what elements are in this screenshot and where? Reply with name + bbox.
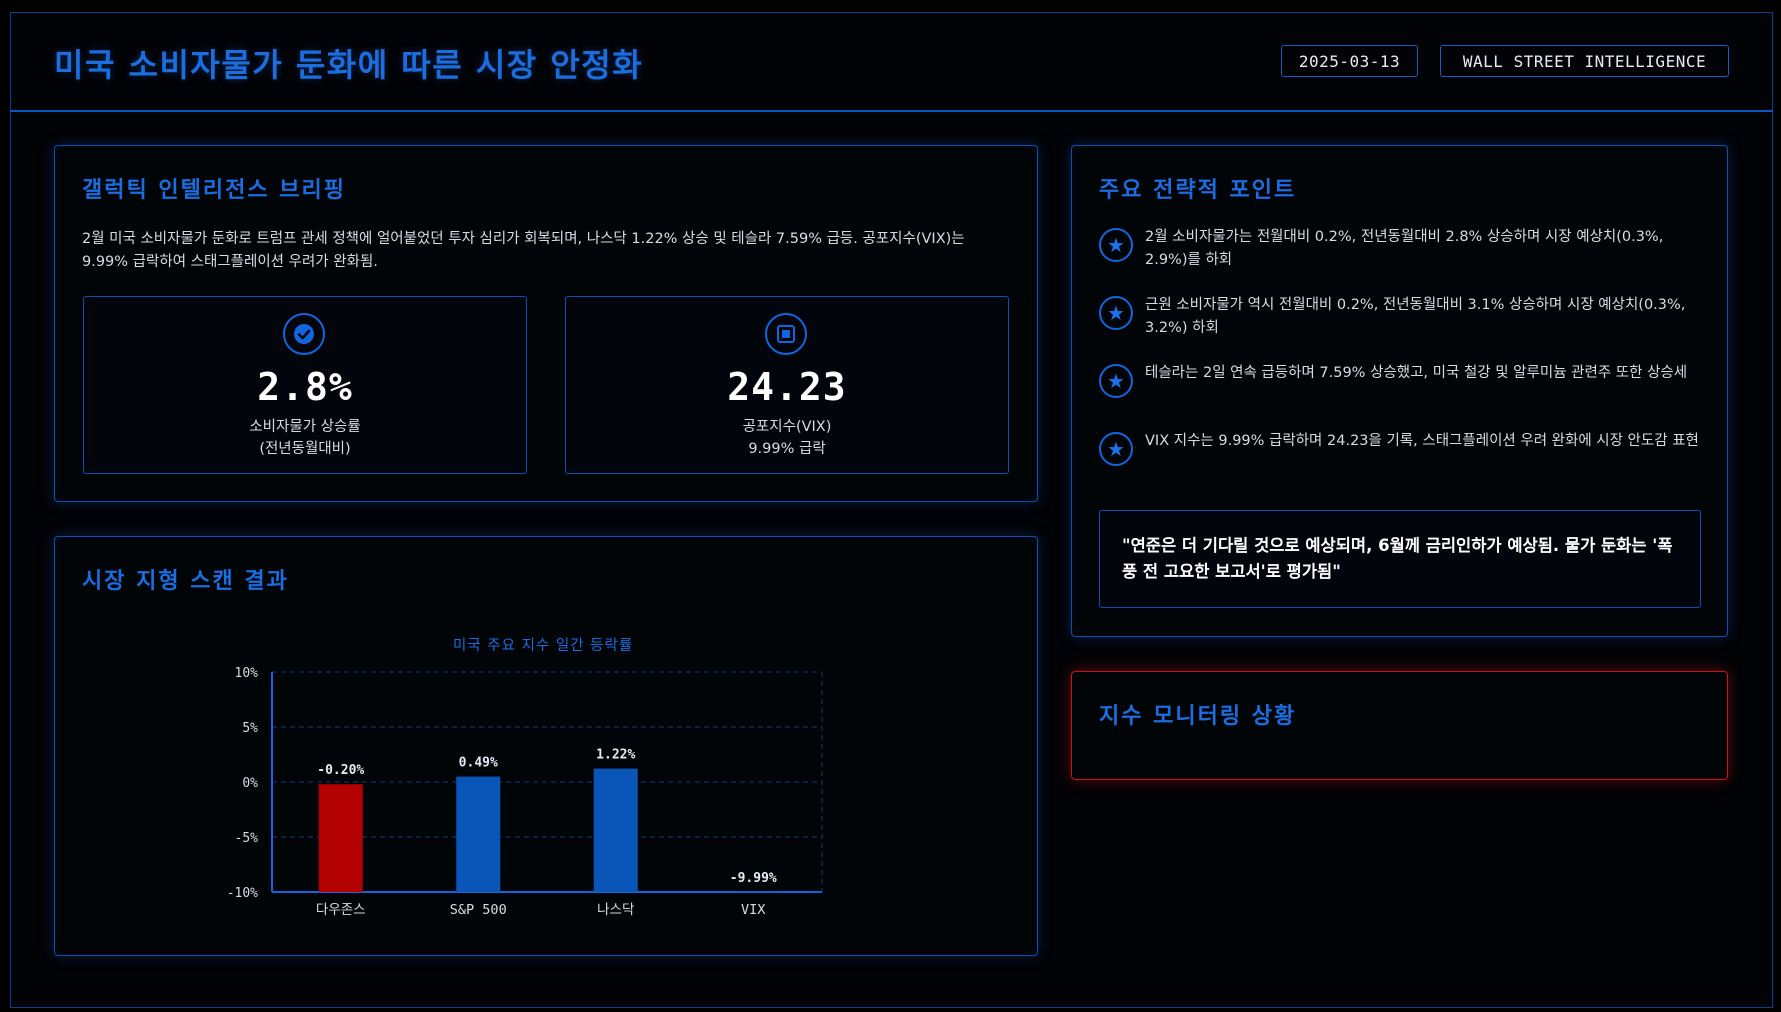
bar (318, 784, 363, 892)
data-label: -9.99% (730, 871, 777, 886)
x-tick-label: S&P 500 (450, 902, 507, 918)
bar (456, 776, 501, 892)
analyst-quote: "연준은 더 기다릴 것으로 예상되며, 6월께 금리인하가 예상됨. 물가 둔… (1099, 510, 1701, 608)
metric-sublabel: 9.99% 급락 (748, 441, 826, 457)
date-badge: 2025-03-13 (1281, 45, 1418, 77)
star-icon: ★ (1099, 228, 1133, 262)
star-icon: ★ (1099, 364, 1133, 398)
page-title: 미국 소비자물가 둔화에 따른 시장 안정화 (54, 46, 644, 84)
check-circle-icon (283, 313, 325, 355)
brand-badge: WALL STREET INTELLIGENCE (1440, 45, 1729, 77)
strategy-point-text: VIX 지수는 9.99% 급락하며 24.23을 기록, 스태그플레이션 우려… (1145, 433, 1699, 449)
y-tick-label: -10% (227, 886, 258, 901)
strategy-title: 주요 전략적 포인트 (1099, 178, 1297, 203)
data-label: 1.22% (596, 748, 635, 763)
strategy-point-text: 근원 소비자물가 역시 전월대비 0.2%, 전년동월대비 3.1% 상승하며 … (1145, 297, 1686, 336)
metric-value: 2.8% (257, 365, 353, 409)
briefing-panel: 갤럭틱 인텔리전스 브리핑 2월 미국 소비자물가 둔화로 트럼프 관세 정책에… (54, 145, 1038, 502)
x-tick-label: 나스닥 (597, 902, 634, 918)
briefing-text: 2월 미국 소비자물가 둔화로 트럼프 관세 정책에 얼어붙었던 투자 심리가 … (82, 231, 965, 270)
strategy-point-text: 테슬라는 2일 연속 급등하며 7.59% 상승했고, 미국 철강 및 알루미늄… (1145, 365, 1688, 381)
chart-title: 미국 주요 지수 일간 등락률 (453, 638, 634, 654)
star-icon: ★ (1099, 432, 1133, 466)
data-label: -0.20% (317, 763, 364, 778)
x-tick-label: VIX (741, 902, 765, 918)
metric-label: 공포지수(VIX) (742, 419, 832, 435)
header-bar: 미국 소비자물가 둔화에 따른 시장 안정화 2025-03-13 WALL S… (10, 12, 1773, 112)
bar-chart: 10% 5% 0% -5% -10% -0.20% 다우존스 0.49% S&P 500 1.22… (227, 666, 823, 918)
metric-card-cpi: 2.8% 소비자물가 상승률 (전년동월대비) (83, 296, 527, 474)
bar (593, 768, 638, 892)
metric-sublabel: (전년동월대비) (259, 441, 351, 457)
metric-label: 소비자물가 상승률 (249, 419, 361, 435)
y-tick-label: 0% (242, 776, 258, 791)
metric-card-vix: 24.23 공포지수(VIX) 9.99% 급락 (565, 296, 1009, 474)
y-tick-label: -5% (235, 831, 259, 846)
y-tick-label: 10% (235, 666, 259, 681)
briefing-title: 갤럭틱 인텔리전스 브리핑 (82, 178, 346, 203)
strategy-point-text: 2월 소비자물가는 전월대비 0.2%, 전년동월대비 2.8% 상승하며 시장… (1145, 229, 1664, 268)
market-scan-title: 시장 지형 스캔 결과 (82, 569, 289, 594)
metric-value: 24.23 (727, 365, 847, 409)
monitoring-title: 지수 모니터링 상황 (1099, 704, 1297, 729)
y-tick-label: 5% (242, 721, 258, 736)
x-tick-label: 다우존스 (316, 902, 366, 918)
star-icon: ★ (1099, 296, 1133, 330)
square-target-icon (765, 313, 807, 355)
market-scan-panel: 시장 지형 스캔 결과 미국 주요 지수 일간 등락률 10% 5% 0% -5% -1… (54, 536, 1038, 956)
monitoring-panel: 지수 모니터링 상황 (1071, 671, 1728, 780)
data-label: 0.49% (459, 756, 498, 771)
strategy-panel: 주요 전략적 포인트 ★ 2월 소비자물가는 전월대비 0.2%, 전년동월대비… (1071, 145, 1728, 637)
